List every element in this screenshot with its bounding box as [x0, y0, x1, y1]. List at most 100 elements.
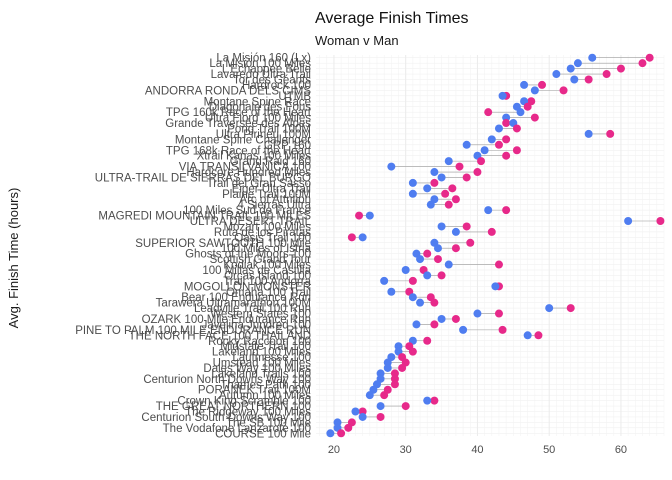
chart-title: Average Finish Times: [315, 10, 469, 27]
men-point: [545, 304, 554, 313]
y-tick-label: La Misión 100 Miles: [209, 58, 311, 70]
men-point: [566, 64, 575, 73]
women-point: [494, 309, 503, 318]
women-point: [502, 206, 511, 215]
x-tick-label: 30: [400, 444, 412, 456]
women-point: [430, 396, 439, 405]
men-point: [423, 184, 432, 193]
men-point: [480, 146, 489, 155]
men-point: [408, 293, 417, 302]
women-point: [494, 260, 503, 269]
y-tick-label: Grand Raid 160: [230, 156, 311, 168]
y-tick-label: Ultra Fiord 100 Miles: [205, 113, 311, 125]
women-point: [602, 70, 611, 79]
y-tick-label: THE GREAT NORTHERN 100: [156, 401, 311, 413]
women-point: [444, 200, 453, 209]
y-tick-label: Centurion North Downs Way 100: [143, 374, 311, 386]
y-tick-label: Hardcore Hundred Miles: [186, 167, 311, 179]
women-point: [616, 64, 625, 73]
women-point: [523, 102, 532, 111]
y-tick-label: Montane Spine Race: [204, 96, 311, 108]
men-point: [426, 200, 435, 209]
y-tick-label: Autumn 100 Miles: [219, 390, 311, 402]
y-tick-label: Lakeland 100 Miles: [212, 347, 311, 359]
men-point: [588, 53, 597, 62]
y-tick-label: VIA TRANSILVANICA 100: [179, 162, 311, 174]
y-tick-label: Dales Way 100 Miles: [203, 363, 311, 375]
y-tick-label: Lakeland Trails 100: [211, 368, 311, 380]
women-point: [502, 119, 511, 128]
women-point: [534, 331, 543, 340]
y-tick-label: MAGREDI MOUNTAIN TRAIL 100 MILES: [98, 211, 311, 223]
women-point: [448, 184, 457, 193]
men-point: [401, 265, 410, 274]
women-point: [408, 347, 417, 356]
y-tick-label: Tor des Géants: [233, 74, 311, 86]
women-point: [566, 304, 575, 313]
y-tick-label: ULTRA-TRAIL DE SIERRAS DEL BURGO: [95, 172, 311, 184]
y-tick-label: Pong Trail 100M: [227, 123, 311, 135]
y-tick-label: Umstead 100 Miles: [213, 358, 312, 370]
y-tick-label: 4 Sierras Ultra: [238, 200, 312, 212]
y-tick-label: The SB 100 Mile: [226, 417, 311, 429]
men-point: [444, 157, 453, 166]
men-point: [412, 320, 421, 329]
men-point: [430, 168, 439, 177]
men-point: [380, 276, 389, 285]
men-point: [433, 244, 442, 253]
y-tick-label: THE NORTH FACE 100 THAILAND: [129, 330, 311, 342]
men-point: [416, 255, 425, 264]
y-tick-label: Xtrail Kanas 100 Miles: [197, 151, 312, 163]
y-tick-label: Plaine Trail 100M: [222, 189, 311, 201]
y-tick-label: Grande Traversée des Alpes: [165, 118, 311, 130]
y-axis-title: Avg. Finish Time (hours): [6, 188, 21, 329]
men-point: [358, 412, 367, 421]
women-point: [451, 195, 460, 204]
men-point: [459, 325, 468, 334]
y-tick-label: 100 Miles Sud de France: [183, 205, 311, 217]
y-tick-label: OZARK 100 Mile Endurance Run: [142, 314, 311, 326]
women-point: [344, 423, 353, 432]
y-tick-label: Trail del Gran Sasso: [207, 178, 311, 190]
y-tick-label: Lavaredo Ultra Trail: [211, 69, 311, 81]
y-tick-label: L'Echappée Belle: [222, 64, 311, 76]
women-point: [538, 80, 547, 89]
y-tick-label: Montane Spine Challenger: [175, 134, 311, 146]
y-tick-label: Laufmesse 100: [232, 352, 311, 364]
y-tick-label: Bear 100 Endurance Run: [181, 292, 311, 304]
y-tick-label: Western States 100: [210, 309, 311, 321]
women-point: [430, 178, 439, 187]
men-point: [326, 429, 335, 438]
y-tick-label: La Misión 160 (Lx): [216, 53, 311, 65]
men-point: [408, 189, 417, 198]
y-tick-label: TPG 168k Race of the Heart: [166, 145, 312, 157]
y-tick-label: GRP 160: [264, 140, 311, 152]
y-tick-label: ULTRA DESERT TRAIL: [190, 216, 312, 228]
men-point: [437, 222, 446, 231]
women-point: [473, 168, 482, 177]
men-point: [473, 309, 482, 318]
y-tick-label: Oasis Trail 100: [234, 232, 311, 244]
women-point: [512, 124, 521, 133]
y-tick-label: TPG 160k Race of the Heart: [166, 107, 312, 119]
women-point: [606, 129, 615, 138]
men-point: [462, 140, 471, 149]
men-point: [408, 178, 417, 187]
y-tick-label: Omaha 100 Trail: [226, 287, 311, 299]
women-point: [347, 233, 356, 242]
men-point: [387, 162, 396, 171]
men-point: [584, 129, 593, 138]
men-point: [423, 396, 432, 405]
women-point: [466, 238, 475, 247]
men-point: [487, 135, 496, 144]
women-point: [398, 363, 407, 372]
men-point: [520, 80, 529, 89]
men-point: [437, 314, 446, 323]
men-point: [365, 391, 374, 400]
y-tick-label: Trail 100 Andorra: [223, 276, 311, 288]
y-tick-label: MOGOLLON MONSTER: [184, 281, 311, 293]
y-tick-label: Scottish Grand Tour: [210, 254, 312, 266]
y-tick-label: Arc of Attrition: [239, 194, 311, 206]
women-point: [430, 320, 439, 329]
y-tick-label: Thames Path 100: [220, 379, 311, 391]
